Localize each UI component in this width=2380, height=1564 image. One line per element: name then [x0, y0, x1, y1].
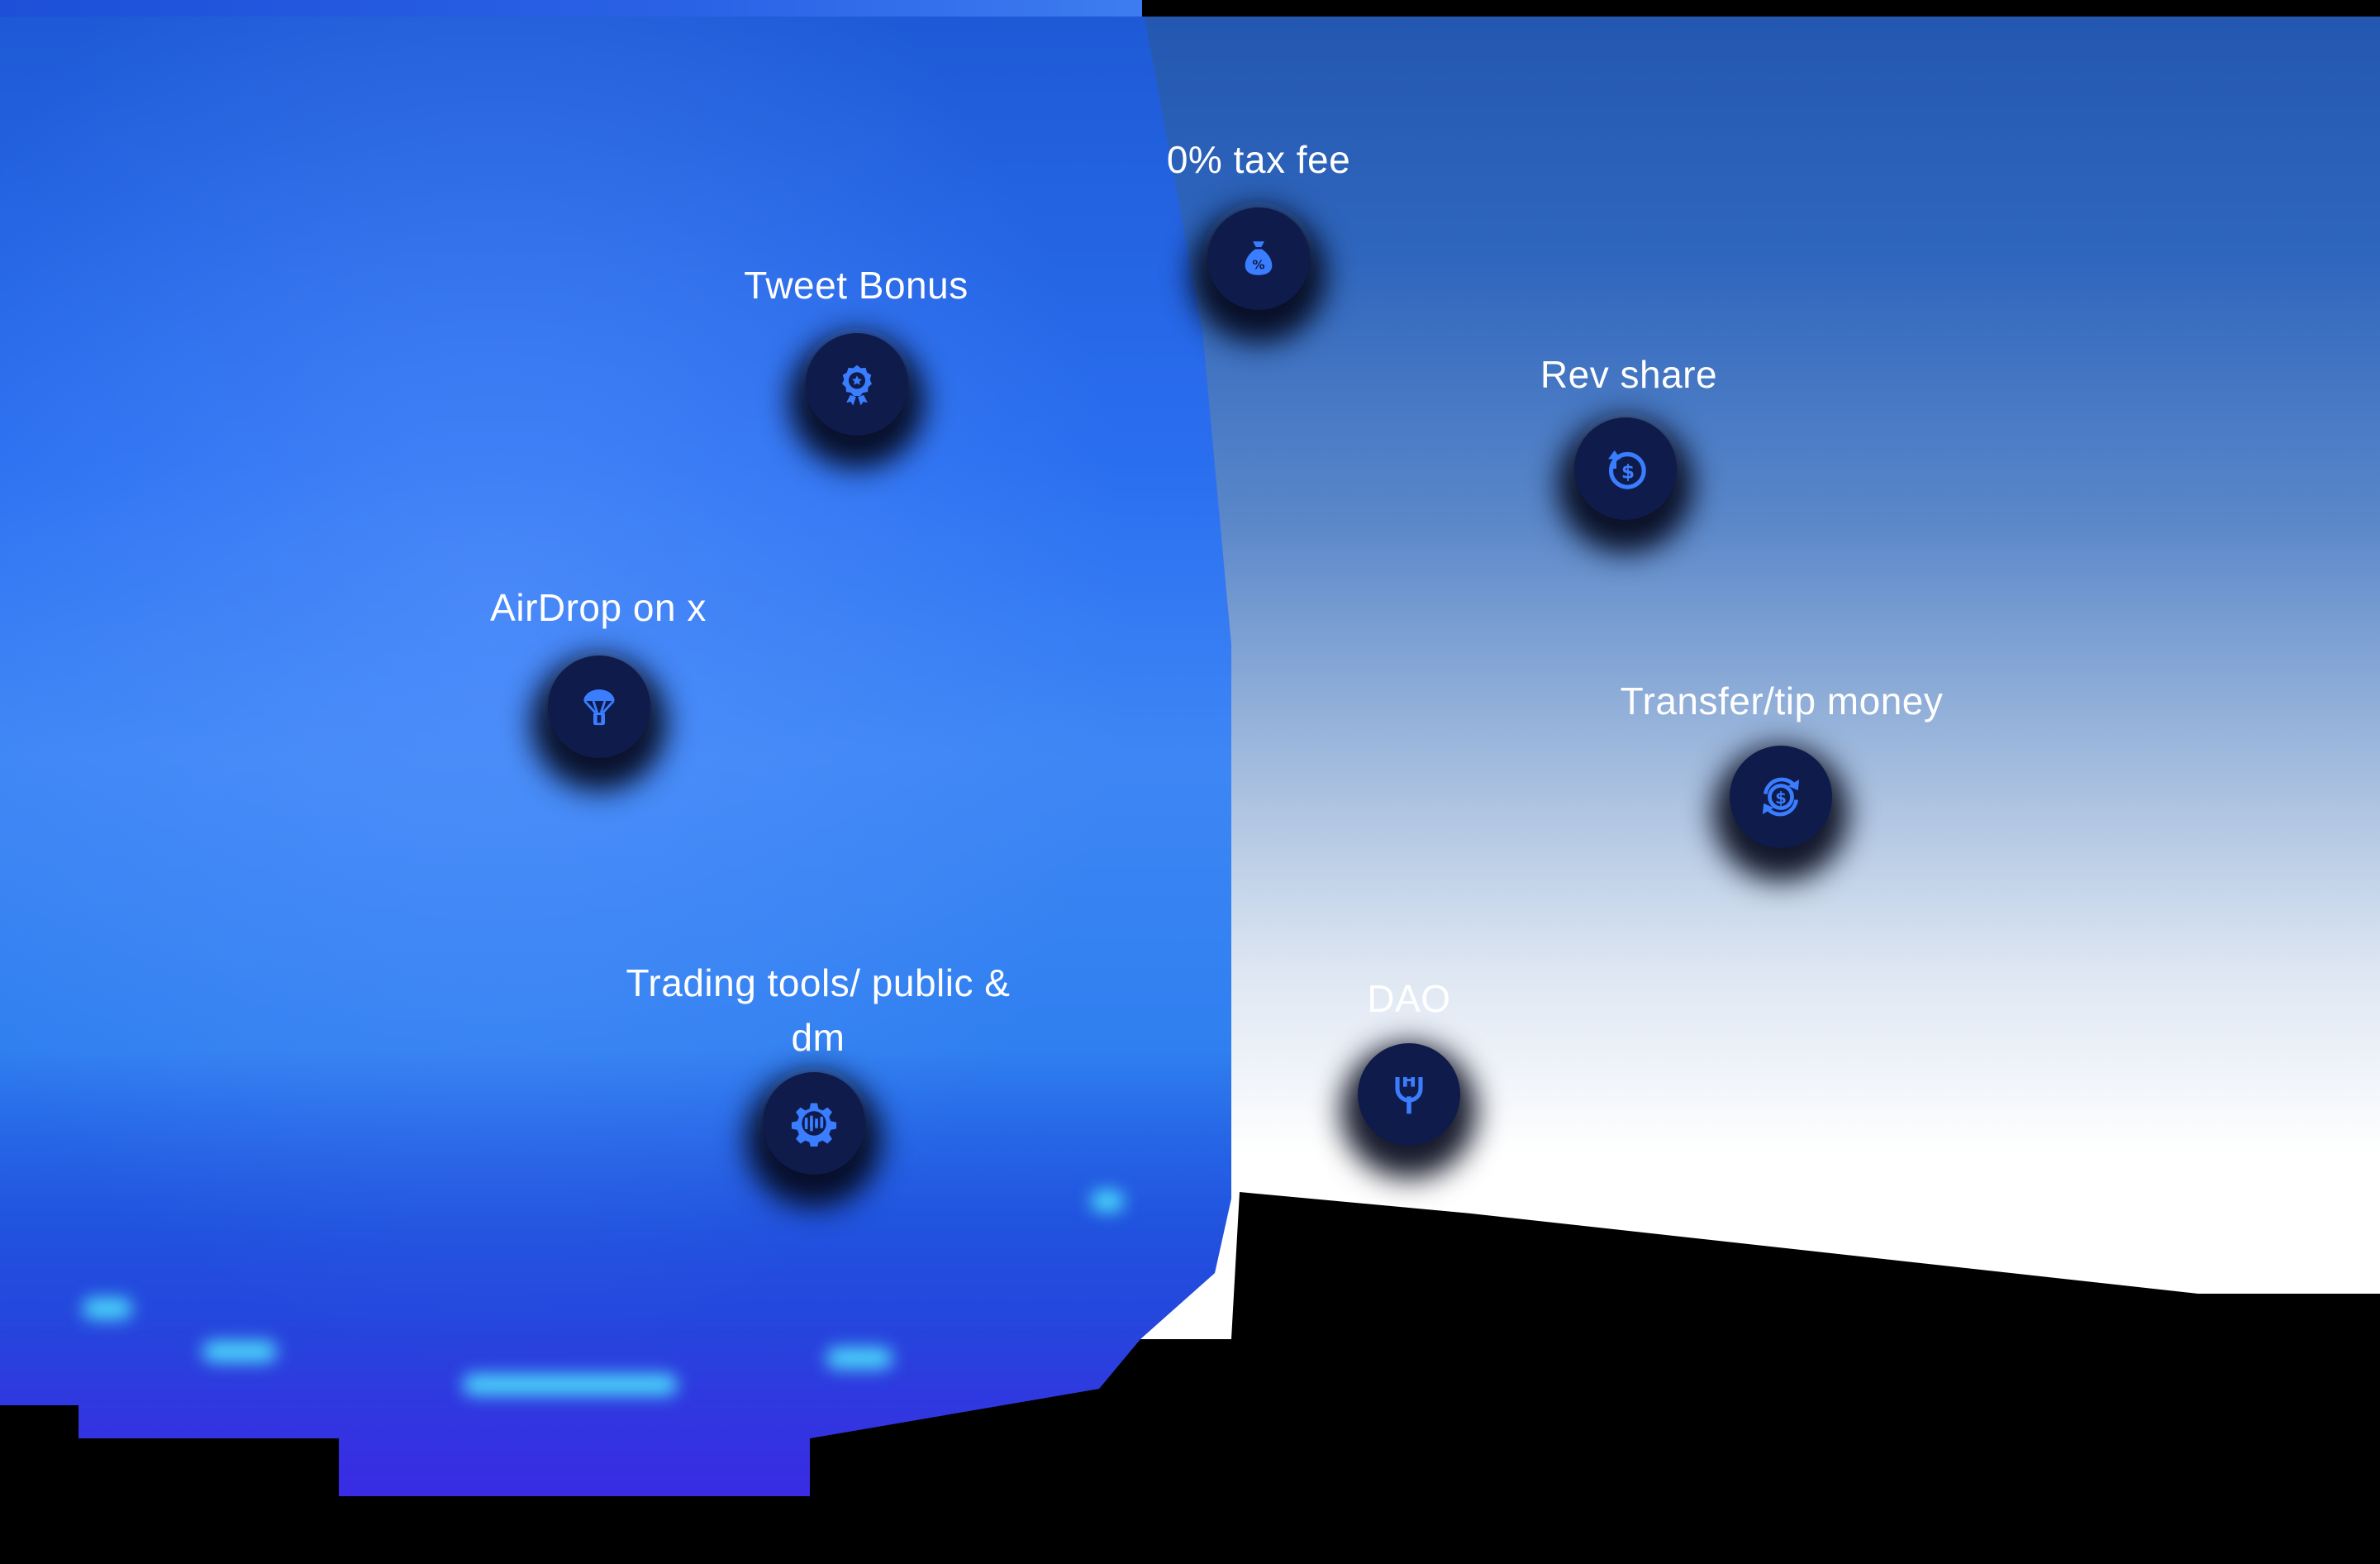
- glow-accent: [202, 1341, 277, 1362]
- feature-node-transfer-tip[interactable]: $: [1730, 746, 1832, 848]
- top-strip: [0, 0, 1142, 18]
- feature-label-transfer-tip: Transfer/tip money: [1620, 679, 1944, 722]
- feature-label-airdrop: AirDrop on x: [490, 586, 707, 629]
- feature-label-tweet-bonus: Tweet Bonus: [744, 264, 969, 307]
- feature-label-dao: DAO: [1367, 977, 1451, 1020]
- revenue-share-icon: $: [1602, 446, 1649, 492]
- award-badge-icon: [834, 361, 880, 408]
- feature-label-trading-tools: Trading tools/ public & dm: [626, 961, 1011, 1059]
- money-bag-percent-icon: %: [1235, 236, 1282, 282]
- feature-node-rev-share[interactable]: $: [1574, 417, 1677, 520]
- feature-node-tweet-bonus[interactable]: [806, 333, 908, 436]
- svg-text:%: %: [1252, 257, 1264, 272]
- feature-node-dao[interactable]: [1358, 1043, 1460, 1146]
- feature-label-rev-share: Rev share: [1540, 353, 1718, 396]
- feature-node-trading-tools[interactable]: [763, 1072, 865, 1175]
- feature-label-tax-fee: 0% tax fee: [1166, 138, 1351, 181]
- parachute-airdrop-icon: [576, 684, 622, 730]
- feature-node-airdrop[interactable]: [548, 656, 650, 758]
- glow-accent: [83, 1298, 132, 1319]
- glow-accent: [1091, 1190, 1124, 1212]
- svg-text:$: $: [1621, 460, 1635, 484]
- glow-accent: [826, 1347, 892, 1369]
- feature-node-tax-fee[interactable]: %: [1207, 207, 1310, 310]
- trading-gear-icon: [791, 1100, 837, 1147]
- dao-fork-icon: [1386, 1071, 1432, 1118]
- svg-text:$: $: [1775, 789, 1787, 808]
- money-transfer-icon: $: [1758, 774, 1804, 820]
- blue-glass-panel: [0, 17, 1231, 1496]
- glow-accent: [463, 1374, 678, 1395]
